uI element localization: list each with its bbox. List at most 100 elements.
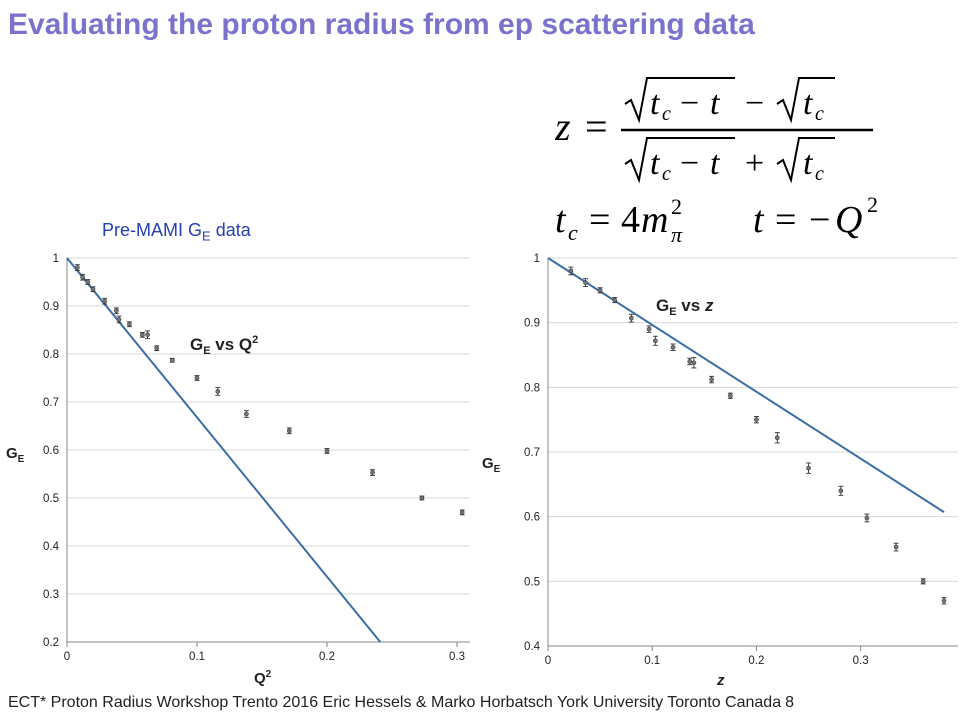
chart-left-data-point [324, 448, 330, 454]
chart-left-data-point [286, 427, 292, 435]
chart-left-marker [154, 345, 159, 351]
chart-left-data-point [194, 375, 200, 381]
chart-left-xtick-label: 0.2 [319, 651, 335, 663]
chart-right-xlabel: z [716, 672, 725, 689]
chart-left-xtick-label: 0.1 [189, 651, 205, 663]
chart-right-ytick-label: 0.4 [524, 641, 541, 653]
slide-title: Evaluating the proton radius from ep sca… [8, 8, 755, 41]
chart-left-marker [145, 332, 150, 338]
chart-right-fit-line [547, 257, 945, 513]
chart-right-marker [806, 465, 811, 471]
chart-left-data-point [145, 330, 151, 340]
chart-right-data-point [864, 513, 870, 523]
chart-right-marker [612, 297, 617, 303]
chart-right-marker [754, 417, 759, 422]
svg-text:+: + [745, 145, 764, 182]
chart-right-marker [597, 288, 603, 293]
chart-right-data-point [920, 578, 926, 585]
chart-right-data-point [612, 296, 618, 304]
chart-right-data-point [691, 357, 697, 369]
chart-right-fit-line [547, 257, 945, 513]
svg-text:−: − [745, 85, 764, 122]
chart-left-data-point [126, 321, 132, 328]
chart-right-marker [646, 326, 652, 332]
chart-right-data-point [753, 415, 759, 424]
formula-z: z = t c − t − t c t c − t + t c [555, 77, 873, 185]
chart-left-data-point [419, 495, 425, 501]
chart-left-marker [459, 510, 465, 515]
chart-left-marker [116, 317, 122, 322]
dataset-label-tail: data [210, 220, 251, 240]
chart-right-marker [709, 377, 714, 382]
chart-left-marker [90, 286, 96, 292]
chart-left-data-point [154, 345, 160, 352]
chart-left-marker [286, 428, 292, 434]
chart-right-marker [691, 360, 697, 366]
chart-left-ytick-label: 0.3 [43, 589, 59, 601]
svg-text:t: t [650, 85, 661, 122]
svg-text:2: 2 [867, 192, 878, 217]
svg-text:t: t [803, 145, 814, 182]
chart-right-data-point [806, 462, 812, 474]
chart-left-marker [85, 279, 91, 285]
svg-text:π: π [671, 222, 683, 247]
chart-left-marker [194, 375, 200, 381]
svg-text:c: c [815, 103, 824, 125]
chart-left-ytick-label: 1 [53, 253, 59, 265]
chart-right-xtick-label: 0.3 [853, 655, 869, 667]
chart-right-ytick-label: 1 [534, 253, 540, 265]
footer: ECT* Proton Radius Workshop Trento 2016 … [8, 694, 794, 712]
dataset-label: Pre-MAMI GE data [102, 220, 251, 244]
chart-left-ytick-label: 0.4 [43, 541, 60, 553]
svg-text:2: 2 [671, 194, 682, 219]
formula-z-denominator: t c − t + t c [624, 137, 835, 185]
chart-left-data-point [243, 410, 249, 418]
chart-left-marker [75, 265, 80, 270]
chart-right-data-point [687, 357, 693, 366]
chart-right-data-point [652, 335, 658, 346]
chart-left-data-point [169, 357, 175, 363]
chart-left-ytick-label: 0.7 [43, 397, 59, 409]
chart-left-marker [114, 308, 119, 314]
chart-left-ytick-label: 0.6 [43, 445, 59, 457]
chart-right-data-point [709, 375, 715, 384]
footer-text: ECT* Proton Radius Workshop Trento 2016 … [8, 694, 782, 711]
chart-left-marker [127, 321, 132, 327]
chart-left-ytick-label: 0.2 [43, 637, 59, 649]
formula-tc: t c = 4 m 2 π [555, 194, 683, 247]
chart-left-data-point [80, 273, 86, 281]
chart-left-data-point [459, 509, 465, 516]
chart-right-data-point [893, 542, 899, 552]
svg-text:t: t [753, 199, 765, 241]
chart-left-data-point [113, 307, 119, 315]
chart-left-marker [215, 389, 221, 394]
formula-t: t = − Q 2 [753, 192, 878, 241]
svg-text:t: t [710, 145, 721, 182]
chart-right-marker [838, 488, 844, 494]
chart-right-xtick-label: 0 [545, 655, 551, 667]
chart-left-data-point [85, 279, 91, 285]
page-number: 8 [785, 694, 795, 711]
chart-left-marker [419, 495, 425, 501]
chart-left-marker [244, 411, 249, 417]
chart-right-marker [864, 515, 870, 521]
chart-left-data-point [116, 315, 122, 324]
chart-left-xtick-label: 0.3 [449, 651, 465, 663]
formula-z-numerator: t c − t − t c [624, 77, 835, 125]
chart-right-xtick-label: 0.1 [644, 655, 660, 667]
chart-left-data-point [370, 469, 375, 476]
svg-text:t: t [650, 145, 661, 182]
chart-left-marker [102, 298, 107, 304]
svg-text:c: c [662, 103, 671, 125]
chart-left-ytick-label: 0.9 [43, 301, 59, 313]
svg-text:t: t [803, 85, 814, 122]
svg-text:4: 4 [621, 199, 640, 241]
dataset-label-sub: E [202, 228, 211, 244]
svg-text:−: − [680, 145, 699, 182]
chart-right-xtick-labels: 0 0.1 0.2 0.3 [545, 655, 869, 667]
svg-text:m: m [641, 199, 668, 241]
chart-left-data-point [139, 331, 145, 338]
chart-right-grid [548, 257, 958, 647]
chart-right-ytick-label: 0.9 [524, 318, 540, 330]
